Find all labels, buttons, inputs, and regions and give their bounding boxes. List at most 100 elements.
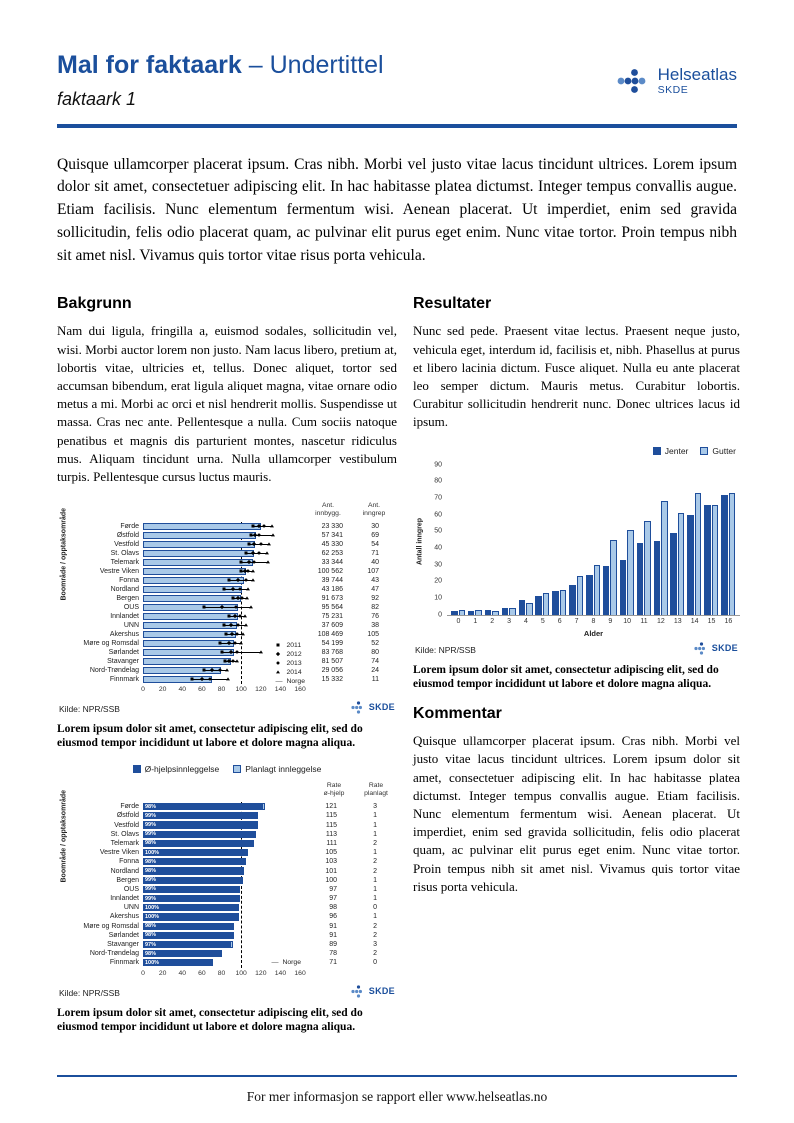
ohjelp-bar: 98% [143, 803, 262, 811]
skde-dots-icon [351, 701, 362, 714]
ohjelp-bar: 99% [143, 876, 242, 884]
bar-track [143, 585, 305, 594]
skde-dots-icon [351, 985, 362, 998]
skde-dots-icon [694, 641, 705, 655]
x-tick-label: 1 [473, 617, 478, 625]
region-label: Akershus [109, 630, 139, 638]
title-subtitle: Undertittel [269, 51, 384, 79]
region-label: Stavanger [107, 941, 139, 948]
footer-rule [57, 1075, 737, 1077]
marker-2014 [270, 533, 275, 537]
rate-planlagt-value: 1 [373, 913, 377, 921]
age-bar-group [501, 607, 517, 615]
x-tick-label: 140 [274, 685, 287, 693]
chart1-col-headers: Ant. innbygg. Ant. inngrep [57, 502, 397, 518]
skde-logo: SKDE [351, 701, 395, 714]
innbygg-value: 54 199 [321, 639, 343, 647]
region-label: OUS [123, 603, 139, 611]
chart1-row: Finnmark 15 332 11 [57, 675, 397, 684]
chart3-row: UNN 100% 98 0 [57, 903, 397, 912]
bar-track: 99% [143, 830, 305, 839]
whisker-line [229, 616, 246, 618]
marker-2014 [266, 542, 271, 546]
marker-2011 [227, 614, 231, 618]
planlagt-bar [238, 894, 241, 903]
innbygg-value: 29 056 [321, 666, 343, 674]
legend-item: 2013 [275, 659, 305, 668]
ohjelp-bar: 98% [143, 922, 233, 930]
chart1-row: Nordland 43 186 47 [57, 585, 397, 594]
innbygg-value: 23 330 [321, 522, 343, 530]
bar-track: 98% [143, 857, 305, 866]
ohjelp-bar: 100% [143, 849, 247, 857]
rate-ohjelp-value: 97 [329, 895, 337, 903]
x-tick-label: 0 [141, 969, 145, 977]
marker-2013 [262, 524, 266, 528]
chart3-row: Nordland 98% 101 2 [57, 866, 397, 875]
right-column: Resultater Nunc sed pede. Praesent vitae… [413, 295, 740, 1048]
ohjelp-bar: 100% [143, 913, 238, 921]
ohjelp-bar: 99% [143, 894, 239, 903]
page-title: Mal for faktaark – Undertittel [57, 51, 384, 80]
age-bar-group [636, 521, 652, 615]
x-tick-label: 20 [158, 969, 167, 977]
jenter-bar [569, 584, 576, 615]
innbygg-value: 83 768 [321, 648, 343, 656]
gutter-bar [627, 529, 634, 615]
innbygg-value: 62 253 [321, 549, 343, 557]
percent-label: 99% [145, 822, 157, 829]
jenter-bar [451, 611, 458, 615]
chart3-row: St. Olavs 99% 113 1 [57, 830, 397, 839]
age-bar-group [619, 529, 635, 615]
marker-2011 [244, 551, 248, 555]
marker-2013 [208, 677, 212, 681]
rate-ohjelp-value: 91 [329, 922, 337, 930]
chart3-row: Førde 98% 121 3 [57, 802, 397, 811]
norge-dash-icon: — [271, 958, 279, 966]
bar-track: 100% [143, 903, 305, 912]
chart3-col-headers: Rate ø-hjelp Rate planlagt [57, 782, 397, 798]
ohjelp-bar: 99% [143, 885, 239, 893]
rate-planlagt-value: 1 [373, 830, 377, 838]
x-tick-label: 60 [198, 969, 206, 977]
percent-label: 100% [145, 913, 160, 920]
gutter-bar [661, 501, 668, 615]
gutter-bar [475, 609, 482, 615]
gutter-bar [492, 611, 499, 615]
chart3-row: Sørlandet 98% 91 2 [57, 931, 397, 940]
age-bar-group [670, 512, 685, 615]
region-label: Østfold [116, 812, 139, 820]
gutter-bar [576, 576, 584, 615]
bar-track [143, 630, 305, 639]
inngrep-value: 40 [371, 558, 379, 566]
age-bar-group [687, 492, 702, 615]
age-bar-group [653, 501, 669, 615]
region-label: Førde [120, 803, 139, 811]
bar-track [143, 639, 305, 648]
rate-ohjelp-value: 115 [325, 812, 337, 820]
legend-swatch [233, 765, 242, 774]
marker-2013 [246, 569, 250, 573]
bar-track [143, 594, 305, 603]
chart1-row: Vestre Viken 100 562 107 [57, 567, 397, 576]
bar-track: 99% [143, 894, 305, 903]
resultater-heading: Resultater [413, 295, 492, 313]
chart1-y-label: Boområde / opptaksområde [60, 508, 68, 601]
x-tick-label: 160 [294, 685, 306, 693]
legend-item: Planlagt innleggelse [233, 764, 321, 774]
x-tick-label: 16 [724, 617, 733, 625]
chart1-row: St. Olavs 62 253 71 [57, 549, 397, 558]
inngrep-value: 47 [371, 585, 379, 593]
legend-year-label: 2014 [286, 668, 302, 676]
logo-text: Helseatlas SKDE [658, 66, 737, 96]
bar-track: 98% [143, 931, 305, 940]
x-tick-label: 12 [657, 617, 665, 625]
region-label: Nordland [110, 585, 139, 593]
chart3-row: Nord-Trøndelag 98% 78 2 [57, 949, 397, 958]
bar-track [143, 540, 305, 549]
jenter-bar [467, 611, 475, 615]
age-bar-group [552, 589, 567, 615]
rate-ohjelp-value: 105 [325, 849, 337, 857]
marker-2011 [190, 677, 194, 681]
x-tick-label: 11 [640, 617, 648, 625]
